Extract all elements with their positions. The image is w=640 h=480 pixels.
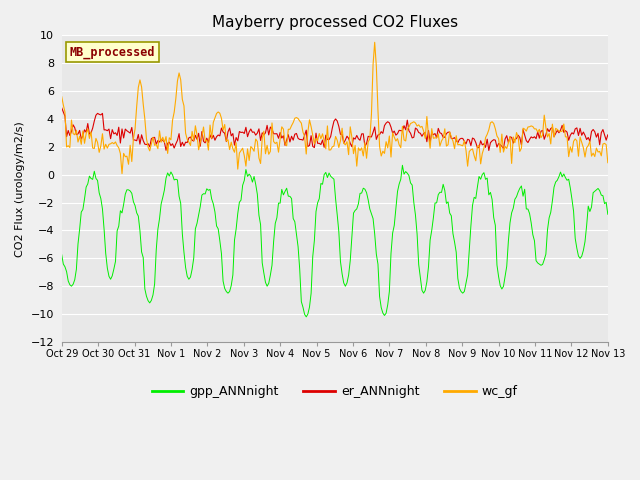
Title: Mayberry processed CO2 Fluxes: Mayberry processed CO2 Fluxes xyxy=(212,15,458,30)
Y-axis label: CO2 Flux (urology/m2/s): CO2 Flux (urology/m2/s) xyxy=(15,121,25,256)
Legend: gpp_ANNnight, er_ANNnight, wc_gf: gpp_ANNnight, er_ANNnight, wc_gf xyxy=(147,380,523,403)
Text: MB_processed: MB_processed xyxy=(70,45,156,59)
